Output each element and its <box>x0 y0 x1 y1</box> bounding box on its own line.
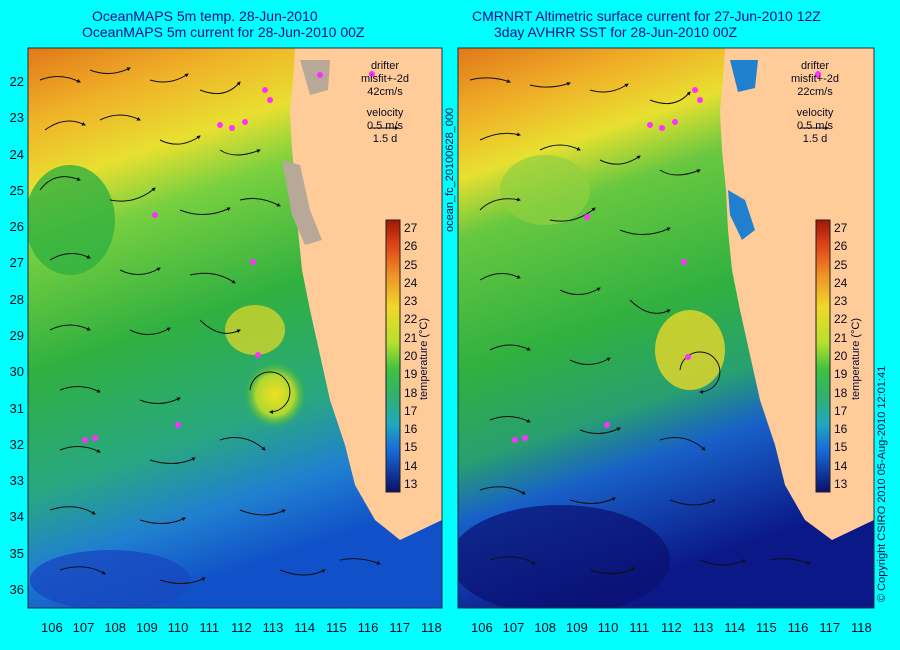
colorbar-tick: 14 <box>834 458 848 473</box>
lon-tick: 112 <box>661 620 682 635</box>
lon-tick: 115 <box>756 620 777 635</box>
colorbar-tick: 14 <box>404 458 418 473</box>
right-legend-drifter: drifter <box>800 60 830 72</box>
colorbar-tick: 23 <box>404 294 418 309</box>
left-title-line2: OceanMAPS 5m current for 28-Jun-2010 00Z <box>82 24 365 40</box>
lat-tick: 24 <box>9 146 24 162</box>
lat-tick: 29 <box>9 328 24 343</box>
colorbar-tick: 26 <box>404 239 418 254</box>
lat-tick: 34 <box>9 509 24 525</box>
left-legend-speed: 42cm/s <box>367 86 403 98</box>
lon-tick: 117 <box>389 620 411 635</box>
lon-tick: 110 <box>167 620 189 635</box>
colorbar-left <box>385 219 401 493</box>
colorbar-tick: 25 <box>404 257 418 272</box>
lat-tick: 31 <box>9 400 24 416</box>
lon-tick: 109 <box>136 620 158 635</box>
lon-tick: 106 <box>41 620 63 635</box>
side-label-run: ocean_fc_20100628_000 <box>444 107 456 232</box>
lon-tick: 116 <box>357 620 379 635</box>
lat-tick: 23 <box>9 110 24 126</box>
lon-tick: 111 <box>629 620 650 635</box>
lon-tick: 114 <box>724 620 746 635</box>
colorbar-tick: 27 <box>404 221 418 235</box>
lat-tick: 25 <box>9 182 24 198</box>
lon-tick: 107 <box>72 620 95 635</box>
right-title-line2: 3day AVHRR SST for 28-Jun-2010 00Z <box>494 24 738 40</box>
lon-tick: 108 <box>104 620 127 635</box>
colorbar-tick: 18 <box>404 385 418 400</box>
colorbar-tick: 19 <box>834 367 848 382</box>
lon-tick: 112 <box>231 620 252 635</box>
right-legend-vel-time: 1.5 d <box>802 133 828 145</box>
lon-tick: 109 <box>566 620 588 635</box>
left-legend-vel-value: 0.5 m/s <box>366 120 404 132</box>
lat-tick: 27 <box>9 255 24 271</box>
colorbar-tick: 16 <box>834 422 848 437</box>
colorbar-tick: 24 <box>834 275 848 290</box>
colorbar-tick: 17 <box>834 403 848 418</box>
left-legend: drifter misfit+-2d 42cm/s velocity 0.5 m… <box>355 60 415 146</box>
colorbar-tick: 16 <box>404 422 418 437</box>
colorbar-tick: 22 <box>834 312 848 327</box>
lon-tick: 113 <box>262 620 284 635</box>
lon-tick: 106 <box>471 620 493 635</box>
colorbar-tick: 23 <box>834 294 848 309</box>
right-legend-speed: 22cm/s <box>797 86 833 98</box>
left-title-line1: OceanMAPS 5m temp. 28-Jun-2010 <box>92 8 318 24</box>
lon-tick: 118 <box>421 620 442 635</box>
lat-tick: 28 <box>9 291 24 307</box>
lon-tick: 108 <box>534 620 557 635</box>
lon-tick: 114 <box>294 620 316 635</box>
colorbar-tick: 22 <box>404 312 418 327</box>
colorbar-tick: 19 <box>404 367 418 382</box>
colorbar-tick: 26 <box>834 239 848 254</box>
colorbar-tick: 15 <box>834 440 848 455</box>
colorbar-tick: 13 <box>404 477 418 491</box>
left-legend-vel-time: 1.5 d <box>372 133 398 145</box>
right-map <box>458 48 874 608</box>
lat-tick: 32 <box>9 436 24 452</box>
lat-tick: 36 <box>9 582 24 597</box>
lat-tick: 35 <box>9 545 24 561</box>
right-legend-velocity: velocity <box>796 107 834 119</box>
right-legend: drifter misfit+-2d 22cm/s velocity 0.5 m… <box>785 60 845 146</box>
colorbar-tick: 20 <box>404 349 418 363</box>
colorbar-tick: 18 <box>834 385 848 400</box>
colorbar-tick: 21 <box>404 330 418 345</box>
lon-tick: 116 <box>787 620 809 635</box>
left-legend-drifter: drifter <box>370 60 400 72</box>
left-legend-misfit: misfit+-2d <box>361 73 409 85</box>
lon-tick: 117 <box>819 620 841 635</box>
colorbar-right <box>815 219 831 493</box>
lon-tick: 111 <box>199 620 220 635</box>
lon-tick: 107 <box>502 620 525 635</box>
lon-tick: 115 <box>326 620 347 635</box>
lat-tick: 26 <box>9 219 24 235</box>
lat-tick: 33 <box>9 473 24 489</box>
colorbar-right-label: temperature (°C) <box>850 317 862 400</box>
colorbar-tick: 24 <box>404 275 418 290</box>
side-label-copyright: © Copyright CSIRO 2010 05-Aug-2010 12:01… <box>876 365 888 602</box>
lat-tick: 30 <box>9 364 24 380</box>
colorbar-left-label: temperature (°C) <box>418 317 430 400</box>
right-legend-vel-value: 0.5 m/s <box>796 120 834 132</box>
left-legend-velocity: velocity <box>366 107 404 119</box>
lon-tick: 118 <box>851 620 872 635</box>
colorbar-tick: 20 <box>834 349 848 363</box>
colorbar-tick: 13 <box>834 477 848 491</box>
colorbar-tick: 15 <box>404 440 418 455</box>
colorbar-tick: 25 <box>834 257 848 272</box>
colorbar-tick: 27 <box>834 221 848 235</box>
colorbar-tick: 17 <box>404 403 418 418</box>
right-legend-misfit: misfit+-2d <box>791 73 839 85</box>
lon-tick: 110 <box>597 620 619 635</box>
lat-tick: 22 <box>9 74 24 89</box>
colorbar-tick: 21 <box>834 330 848 345</box>
lon-tick: 113 <box>692 620 714 635</box>
left-map <box>28 48 442 608</box>
right-title-line1: CMRNRT Altimetric surface current for 27… <box>472 8 821 24</box>
